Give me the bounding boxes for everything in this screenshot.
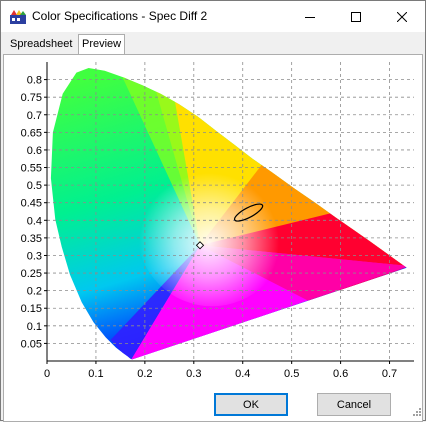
window-title: Color Specifications - Spec Diff 2 xyxy=(32,9,208,23)
y-tick-label: 0.2 xyxy=(27,286,42,298)
y-tick-label: 0.7 xyxy=(27,110,42,122)
tab-preview[interactable]: Preview xyxy=(78,34,126,54)
y-tick-label: 0.35 xyxy=(21,233,42,245)
ok-button[interactable]: OK xyxy=(214,393,288,416)
x-tick-label: 0.4 xyxy=(235,368,250,380)
y-tick-label: 0.15 xyxy=(21,303,42,315)
y-tick-label: 0.6 xyxy=(27,145,42,157)
close-button[interactable] xyxy=(379,1,425,32)
chart-overlay xyxy=(195,203,264,250)
grid-lines xyxy=(47,62,414,361)
cancel-button[interactable]: Cancel xyxy=(317,393,391,416)
white-point-marker xyxy=(195,241,205,250)
y-tick-label: 0.05 xyxy=(21,338,42,350)
y-tick-label: 0.55 xyxy=(21,163,42,175)
y-tick-label: 0.3 xyxy=(27,250,42,262)
resize-grip-icon[interactable] xyxy=(411,406,421,416)
y-tick-label: 0.25 xyxy=(21,268,42,280)
close-icon xyxy=(397,11,407,22)
x-tick-label: 0.6 xyxy=(333,368,348,380)
y-tick-label: 0.45 xyxy=(21,198,42,210)
maximize-button[interactable] xyxy=(333,1,379,32)
y-tick-label: 0.4 xyxy=(27,215,42,227)
x-tick-label: 0.1 xyxy=(88,368,103,380)
tolerance-ellipse xyxy=(233,203,264,222)
title-bar[interactable]: Color Specifications - Spec Diff 2 xyxy=(1,1,425,32)
y-tick-label: 0.8 xyxy=(27,75,42,87)
y-tick-label: 0.75 xyxy=(21,92,42,104)
cie-chromaticity-chart: 0 0.1 0.2 0.3 0.4 0.5 0.6 0.7 0.05 0.1 0.15 0.2 0.2… xyxy=(21,62,414,380)
y-tick-label: 0.65 xyxy=(21,127,42,139)
x-tick-label: 0.5 xyxy=(284,368,299,380)
tab-spreadsheet[interactable]: Spreadsheet xyxy=(10,38,73,50)
maximize-icon xyxy=(351,11,361,22)
axes xyxy=(46,62,414,362)
gamut-white-glow xyxy=(137,156,288,307)
x-tick-label: 0.3 xyxy=(186,368,201,380)
x-tick-label: 0.7 xyxy=(382,368,397,380)
y-tick-label: 0.5 xyxy=(27,180,42,192)
x-tick-label: 0 xyxy=(44,368,50,380)
minimize-icon xyxy=(305,16,315,18)
x-tick-label: 0.2 xyxy=(137,368,152,380)
y-tick-label: 0.1 xyxy=(27,321,42,333)
tab-strip: Spreadsheet Preview xyxy=(1,34,425,54)
y-axis-ticks: 0.05 0.1 0.15 0.2 0.25 0.3 0.35 0.4 0.45 0.5 0.55 0… xyxy=(21,75,47,350)
color-spec-app-icon xyxy=(10,10,26,24)
minimize-button[interactable] xyxy=(287,1,333,32)
x-axis-ticks: 0 0.1 0.2 0.3 0.4 0.5 0.6 0.7 xyxy=(44,361,397,380)
preview-panel: 0 0.1 0.2 0.3 0.4 0.5 0.6 0.7 0.05 0.1 0.15 0.2 0.2… xyxy=(3,54,423,422)
